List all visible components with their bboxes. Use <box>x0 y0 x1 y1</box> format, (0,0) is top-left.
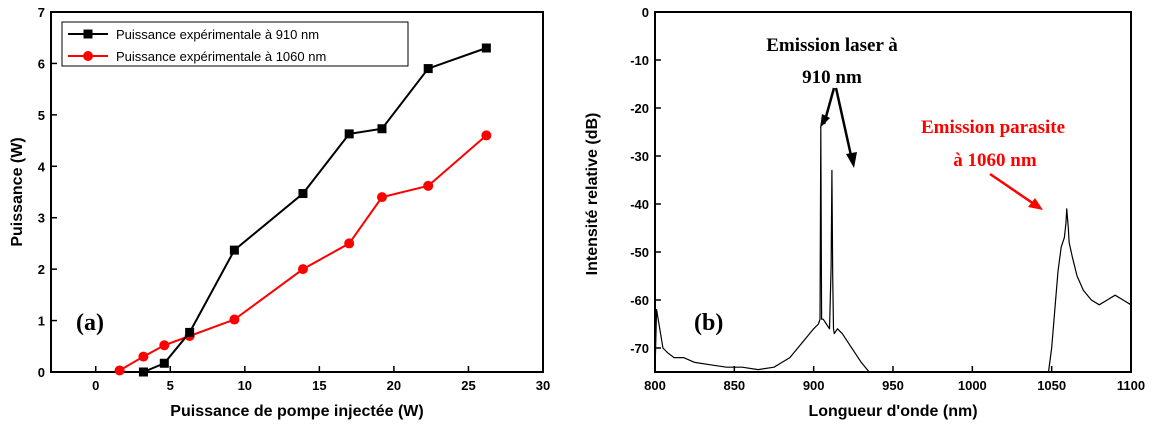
annotation-laser-line1: Emission laser à <box>766 35 898 56</box>
annotation-laser-arrowhead-right <box>846 152 857 168</box>
chart-a-ticks: 0 5 10 15 20 25 30 0 1 2 3 4 5 6 7 <box>38 5 550 393</box>
annotation-laser-arrow-right <box>834 87 854 161</box>
chart-b-ytick-label: -60 <box>630 293 649 308</box>
annotation-laser-line2: 910 nm <box>802 67 862 88</box>
series-line-1 <box>119 134 488 372</box>
chart-a-ytick-label: 0 <box>38 365 45 380</box>
chart-a-panel-label: (a) <box>76 310 104 336</box>
legend-marker-1060 <box>83 51 93 61</box>
chart-b-xtick-label: 800 <box>644 378 666 393</box>
chart-b-ytick-label: -70 <box>630 341 649 356</box>
legend-label-910: Puissance expérimentale à 910 nm <box>116 27 319 42</box>
chart-a-ytick-label: 6 <box>38 56 45 71</box>
chart-b-ytick-label: -20 <box>630 101 649 116</box>
chart-a-ytick-label: 5 <box>38 108 45 123</box>
chart-b-xtick-label: 900 <box>803 378 825 393</box>
chart-a-xtick-label: 5 <box>167 378 174 393</box>
chart-a-xtick-label: 0 <box>92 378 99 393</box>
data-point-910 <box>377 124 387 134</box>
annotation-parasite: Emission parasite à 1060 nm <box>921 117 1065 210</box>
annotation-parasite-line2: à 1060 nm <box>953 150 1037 171</box>
data-point-1060 <box>376 192 387 203</box>
chart-a-series <box>114 43 492 377</box>
legend-label-1060: Puissance expérimentale à 1060 nm <box>116 49 326 64</box>
legend-marker-910 <box>83 29 93 39</box>
chart-b-ytick-label: 0 <box>642 5 649 20</box>
data-point-910 <box>138 367 148 377</box>
annotation-parasite-arrow <box>989 172 1035 206</box>
chart-b-ticks: 800 850 900 950 1000 1050 1100 0 -10 -20 -30 -40 -50… <box>630 5 1145 393</box>
chart-a-ylabel: Puissance (W) <box>9 137 26 246</box>
data-point-910 <box>423 64 433 74</box>
chart-b-ylabel: Intensité relative (dB) <box>584 113 601 276</box>
annotation-parasite-line1: Emission parasite <box>921 117 1065 138</box>
chart-b-xtick-label: 1050 <box>1037 378 1066 393</box>
chart-a-xtick-label: 25 <box>461 378 475 393</box>
chart-a-xtick-label: 30 <box>536 378 550 393</box>
data-point-1060 <box>344 238 355 249</box>
data-point-910 <box>229 245 239 255</box>
series-line-0 <box>143 47 487 373</box>
data-point-910 <box>185 327 195 337</box>
data-point-1060 <box>159 340 170 351</box>
chart-b-ytick-label: -50 <box>630 245 649 260</box>
chart-b-panel-label: (b) <box>694 310 723 336</box>
chart-b-frame <box>654 11 1132 373</box>
chart-b-ytick-label: -40 <box>630 197 649 212</box>
chart-a-xlabel: Puissance de pompe injectée (W) <box>170 403 423 420</box>
chart-a-ytick-label: 7 <box>38 5 45 20</box>
chart-a-xtick-label: 20 <box>387 378 401 393</box>
data-point-910 <box>481 43 491 53</box>
chart-a-ytick-label: 1 <box>38 314 45 329</box>
data-point-1060 <box>114 365 125 376</box>
chart-b-ytick-label: -10 <box>630 53 649 68</box>
data-point-910 <box>159 358 169 368</box>
data-point-910 <box>344 129 354 139</box>
data-point-1060 <box>423 180 434 191</box>
chart-b-series <box>654 126 1132 373</box>
chart-a-xtick-label: 15 <box>312 378 326 393</box>
chart-a-ytick-label: 2 <box>38 262 45 277</box>
data-point-1060 <box>297 264 308 275</box>
chart-b-xtick-label: 1000 <box>958 378 987 393</box>
chart-b-xtick-label: 950 <box>882 378 904 393</box>
annotation-laser-arrowhead-left <box>820 114 830 128</box>
chart-b: 800 850 900 950 1000 1050 1100 0 -10 -20 -30 -40 -50… <box>584 5 1145 420</box>
chart-a-legend: Puissance expérimentale à 910 nm Puissan… <box>61 21 409 67</box>
chart-a-frame <box>50 11 544 373</box>
data-point-910 <box>298 189 308 199</box>
annotation-laser: Emission laser à 910 nm <box>766 35 898 168</box>
chart-b-xtick-label: 1100 <box>1117 378 1145 393</box>
legend-box <box>61 21 409 67</box>
chart-a-ytick-label: 3 <box>38 211 45 226</box>
chart-b-ytick-label: -30 <box>630 149 649 164</box>
data-point-1060 <box>138 351 149 362</box>
data-point-1060 <box>481 130 492 141</box>
spectrum-line <box>654 126 1132 373</box>
chart-b-xtick-label: 850 <box>723 378 745 393</box>
chart-a-ytick-label: 4 <box>38 159 46 174</box>
chart-a-xtick-label: 10 <box>238 378 252 393</box>
chart-b-xlabel: Longueur d'onde (nm) <box>808 403 977 420</box>
annotation-parasite-arrowhead <box>1028 198 1043 210</box>
data-point-1060 <box>229 314 240 325</box>
chart-a: 0 5 10 15 20 25 30 0 1 2 3 4 5 6 7 (a) Puissance de po… <box>9 5 550 420</box>
